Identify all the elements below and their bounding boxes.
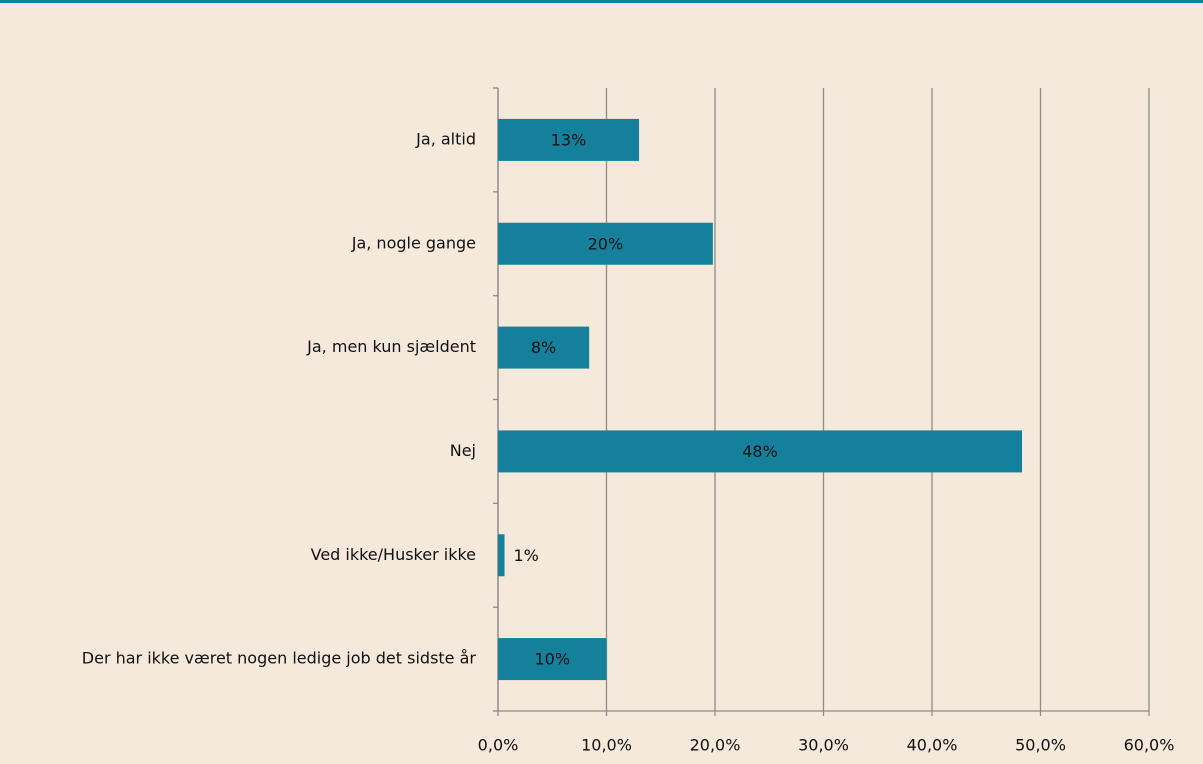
x-tick-label: 10,0% xyxy=(581,736,632,755)
x-tick-label: 20,0% xyxy=(690,736,741,755)
x-tick-label: 30,0% xyxy=(798,736,849,755)
data-label: 8% xyxy=(531,338,556,357)
y-tick-label: Ja, nogle gange xyxy=(351,233,476,252)
bar xyxy=(498,118,640,161)
bar xyxy=(498,638,607,681)
bar xyxy=(498,534,505,577)
data-label: 13% xyxy=(551,130,587,149)
top-border xyxy=(0,0,1203,3)
y-tick-label: Nej xyxy=(450,441,476,460)
data-label: 48% xyxy=(742,442,778,461)
x-tick-label: 0,0% xyxy=(478,736,519,755)
bar xyxy=(498,430,1023,473)
data-label: 20% xyxy=(588,234,624,253)
data-label: 1% xyxy=(514,546,539,565)
y-tick-label: Ja, men kun sjældent xyxy=(306,337,476,356)
x-tick-label: 50,0% xyxy=(1015,736,1066,755)
data-label: 10% xyxy=(534,650,570,669)
bar xyxy=(498,326,590,369)
y-tick-label: Ved ikke/Husker ikke xyxy=(311,545,476,564)
x-tick-label: 60,0% xyxy=(1124,736,1175,755)
x-tick-label: 40,0% xyxy=(907,736,958,755)
y-tick-label: Ja, altid xyxy=(415,129,476,148)
bar xyxy=(498,222,713,265)
y-tick-label: Der har ikke været nogen ledige job det … xyxy=(82,649,477,668)
